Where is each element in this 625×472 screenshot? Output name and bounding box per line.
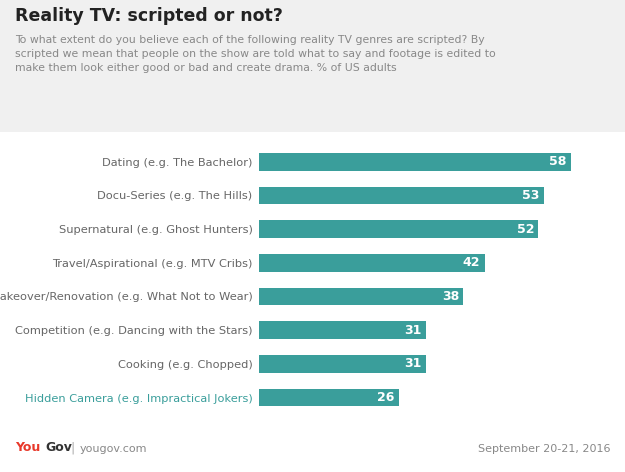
Bar bbox=[259, 254, 485, 271]
Text: yougov.com: yougov.com bbox=[80, 444, 148, 454]
Text: 38: 38 bbox=[442, 290, 459, 303]
Text: Reality TV: scripted or not?: Reality TV: scripted or not? bbox=[15, 7, 283, 25]
Text: 53: 53 bbox=[522, 189, 539, 202]
Bar bbox=[259, 288, 463, 305]
Text: |: | bbox=[70, 441, 74, 454]
Text: To what extent do you believe each of the following reality TV genres are script: To what extent do you believe each of th… bbox=[15, 35, 496, 74]
Text: Gov: Gov bbox=[45, 441, 72, 454]
Text: 42: 42 bbox=[463, 256, 481, 270]
Bar bbox=[259, 321, 426, 339]
Bar bbox=[259, 153, 571, 170]
Text: 52: 52 bbox=[517, 223, 534, 236]
Text: 31: 31 bbox=[404, 357, 421, 371]
Text: 58: 58 bbox=[549, 155, 566, 169]
Text: September 20-21, 2016: September 20-21, 2016 bbox=[478, 444, 610, 454]
Text: You: You bbox=[15, 441, 40, 454]
Bar bbox=[259, 220, 538, 238]
Text: 31: 31 bbox=[404, 324, 421, 337]
Bar bbox=[259, 389, 399, 406]
Bar bbox=[259, 355, 426, 372]
Text: 26: 26 bbox=[378, 391, 394, 404]
Bar bbox=[259, 187, 544, 204]
